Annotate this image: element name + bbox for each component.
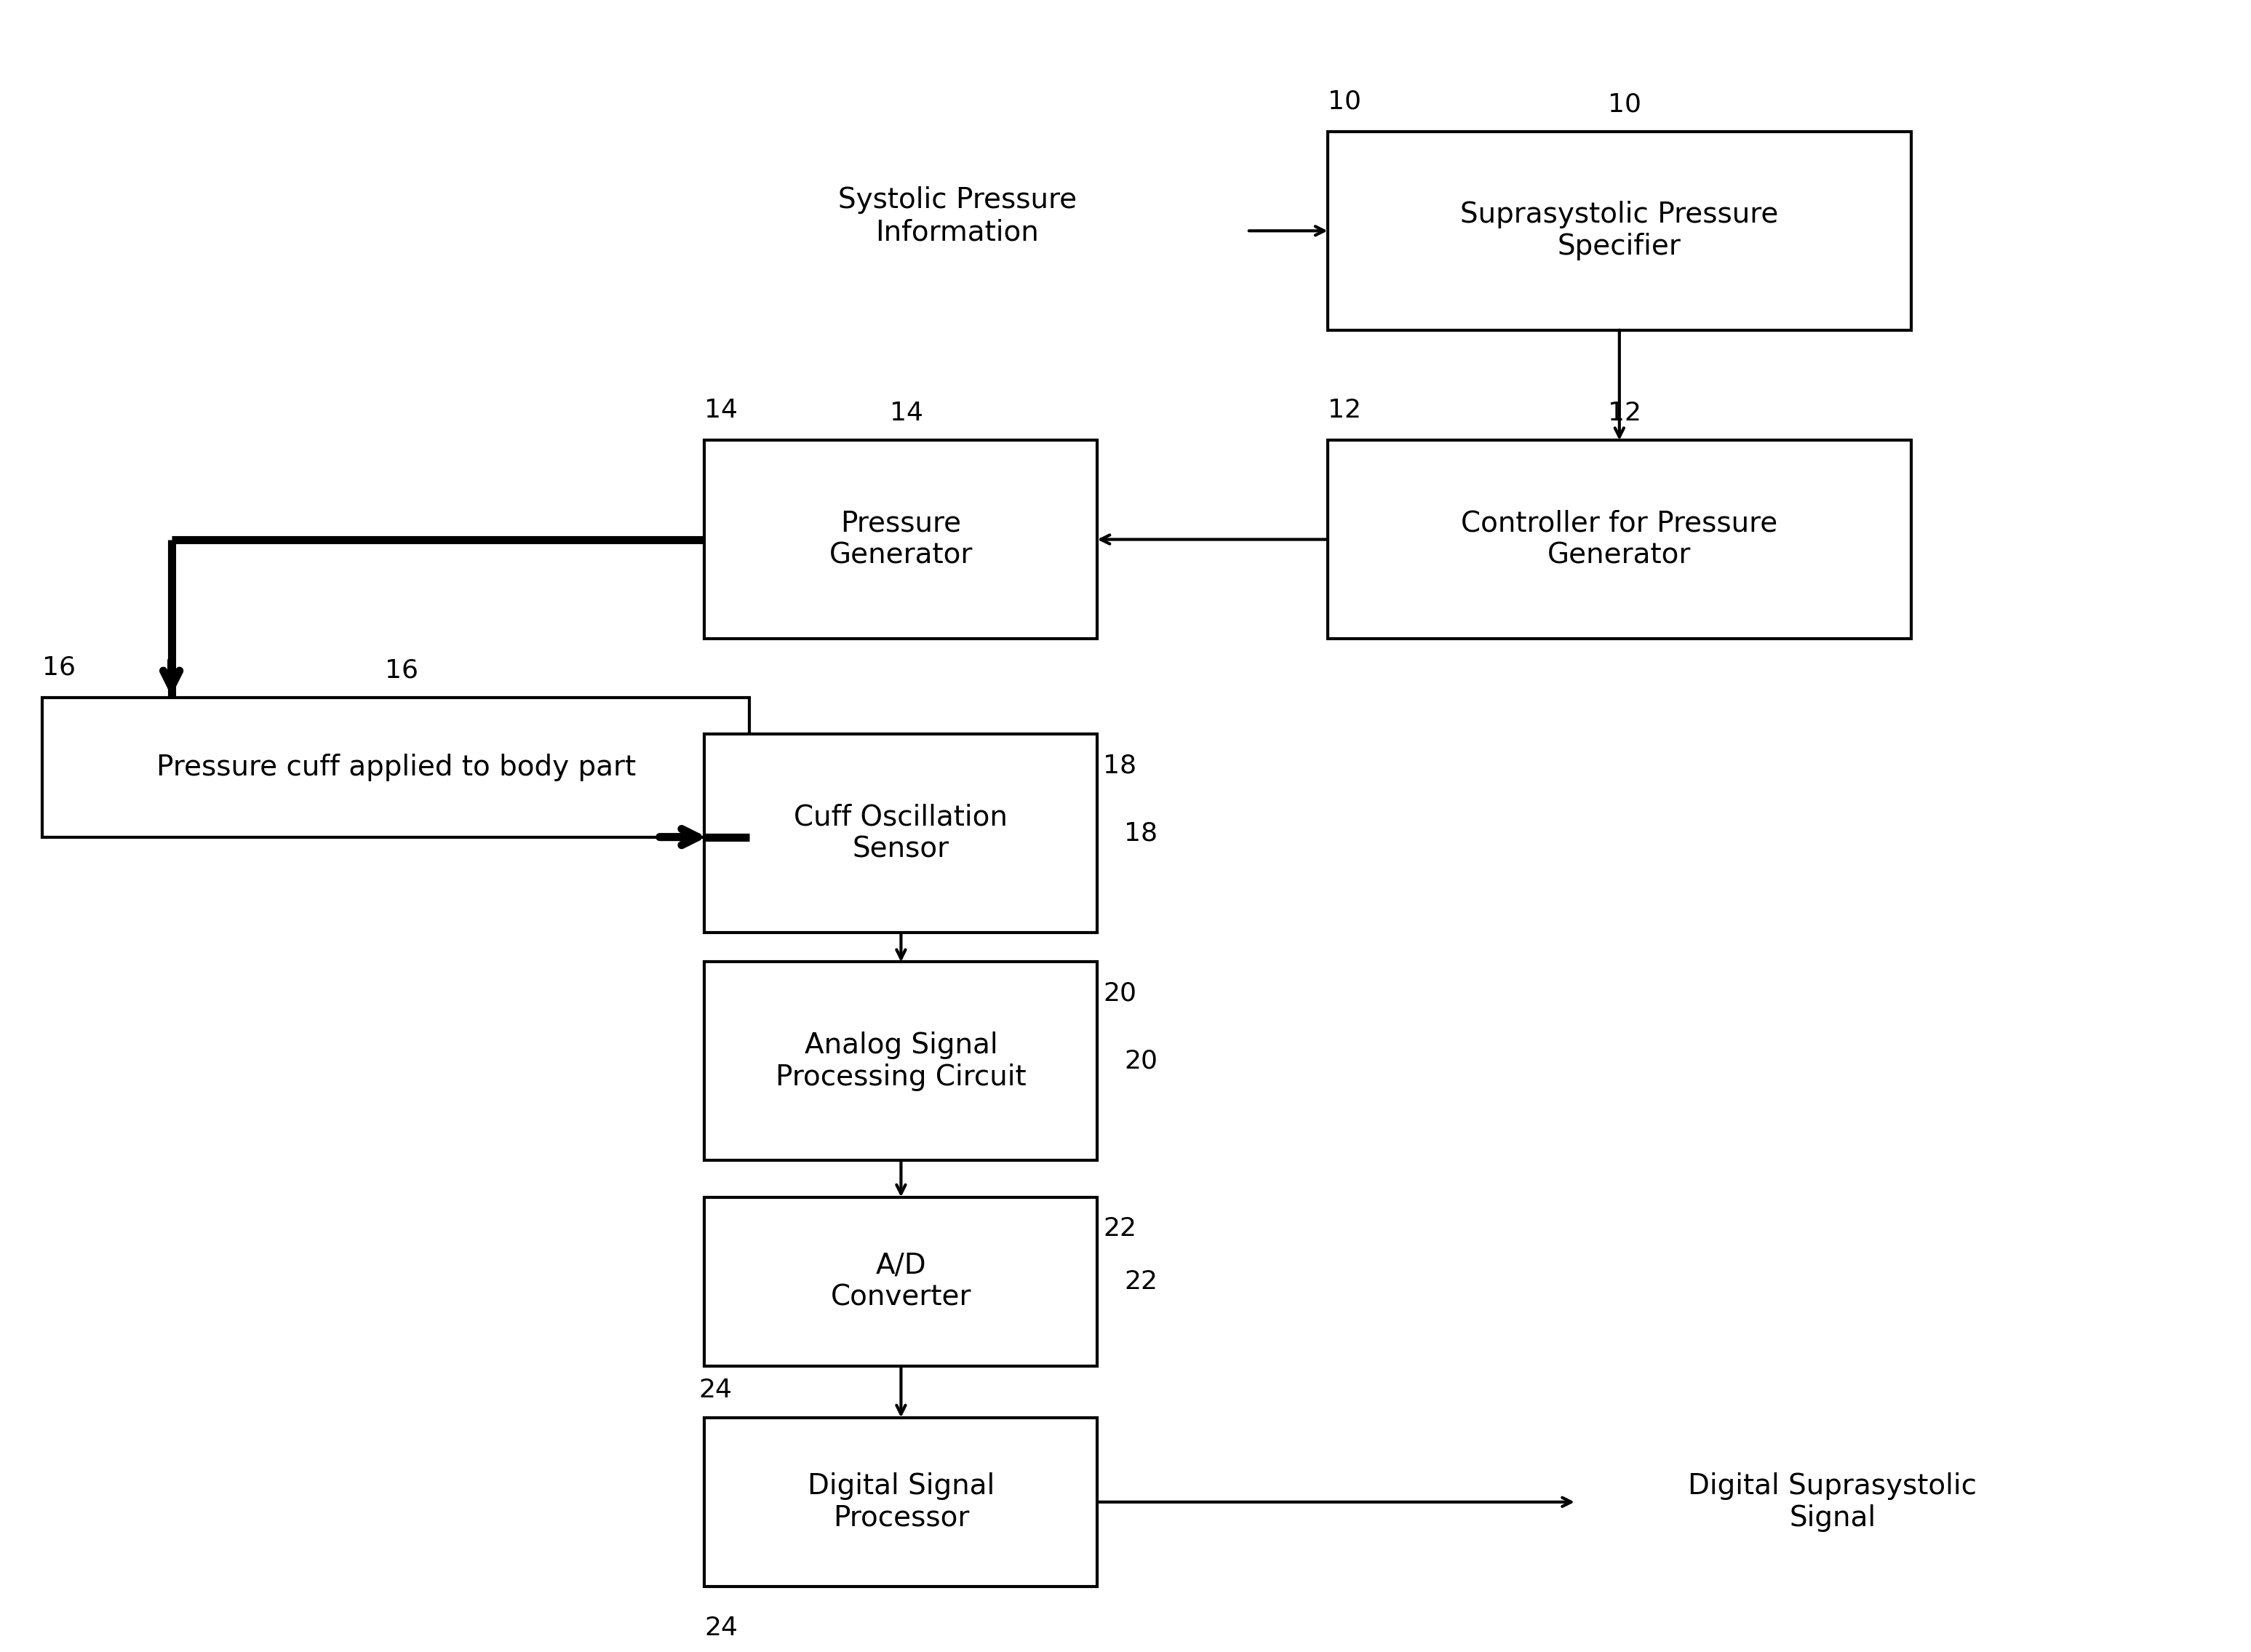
Text: Cuff Oscillation
Sensor: Cuff Oscillation Sensor xyxy=(795,803,1008,864)
Text: 18: 18 xyxy=(1126,821,1157,846)
Text: Digital Suprasystolic
Signal: Digital Suprasystolic Signal xyxy=(1688,1472,1976,1531)
Text: 20: 20 xyxy=(1103,981,1137,1006)
Text: 10: 10 xyxy=(1328,89,1362,114)
Text: 16: 16 xyxy=(385,657,419,682)
Bar xyxy=(705,733,1098,932)
Text: 22: 22 xyxy=(1126,1269,1157,1294)
Text: 14: 14 xyxy=(705,398,738,423)
Bar xyxy=(705,439,1098,639)
Text: 20: 20 xyxy=(1126,1049,1157,1074)
Text: Systolic Pressure
Information: Systolic Pressure Information xyxy=(837,187,1076,246)
Text: Suprasystolic Pressure
Specifier: Suprasystolic Pressure Specifier xyxy=(1461,202,1778,261)
Bar xyxy=(43,697,750,838)
Bar xyxy=(705,1417,1098,1586)
Text: A/D
Converter: A/D Converter xyxy=(831,1252,972,1312)
Text: Digital Signal
Processor: Digital Signal Processor xyxy=(808,1472,995,1531)
Text: Pressure cuff applied to body part: Pressure cuff applied to body part xyxy=(155,753,635,781)
Text: 12: 12 xyxy=(1328,398,1362,423)
Text: 24: 24 xyxy=(705,1616,738,1640)
Text: 24: 24 xyxy=(700,1378,732,1403)
Text: 18: 18 xyxy=(1103,753,1137,778)
Text: Controller for Pressure
Generator: Controller for Pressure Generator xyxy=(1461,509,1778,570)
Text: 16: 16 xyxy=(43,656,77,679)
Bar xyxy=(1328,132,1911,330)
Bar xyxy=(705,1198,1098,1366)
Text: 22: 22 xyxy=(1103,1216,1137,1241)
Text: Pressure
Generator: Pressure Generator xyxy=(828,509,972,570)
Bar xyxy=(1328,439,1911,639)
Text: 10: 10 xyxy=(1607,93,1641,117)
Bar xyxy=(705,961,1098,1160)
Text: Analog Signal
Processing Circuit: Analog Signal Processing Circuit xyxy=(777,1031,1026,1090)
Text: 14: 14 xyxy=(889,401,923,426)
Text: 12: 12 xyxy=(1607,401,1641,426)
